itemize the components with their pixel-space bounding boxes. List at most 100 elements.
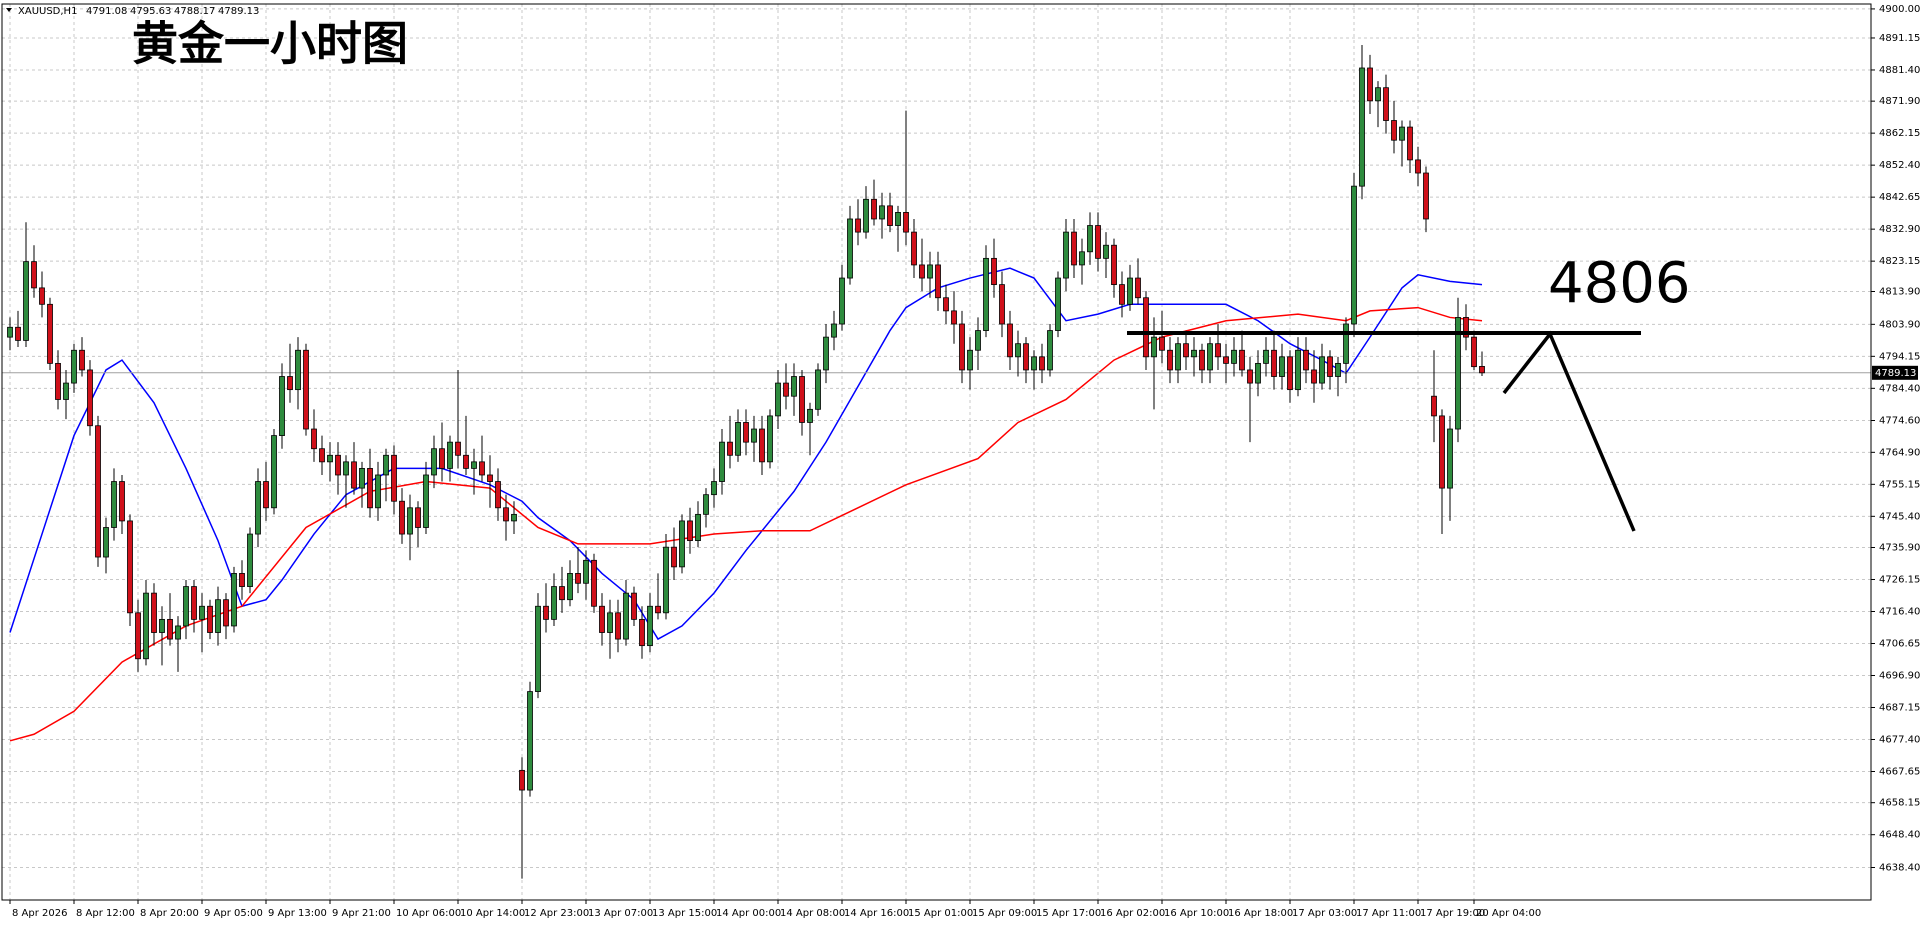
x-tick-label: 8 Apr 2026 bbox=[12, 908, 67, 919]
candle-body bbox=[1015, 343, 1021, 358]
candle-body bbox=[855, 218, 861, 233]
candle-body bbox=[1263, 349, 1269, 364]
candle-body bbox=[815, 369, 821, 410]
candle-body bbox=[991, 257, 997, 286]
y-tick-label: 4832.90 bbox=[1879, 224, 1920, 235]
y-tick-label: 4900.00 bbox=[1879, 4, 1920, 15]
candle-body bbox=[127, 520, 133, 614]
candle-body bbox=[527, 691, 533, 791]
y-tick-label: 4813.90 bbox=[1879, 287, 1920, 298]
candle-body bbox=[1319, 356, 1325, 384]
candle-body bbox=[599, 605, 605, 633]
candle-body bbox=[383, 454, 389, 476]
y-tick-label: 4638.40 bbox=[1879, 863, 1920, 874]
candle-body bbox=[335, 454, 341, 476]
candle-body bbox=[895, 212, 901, 226]
candle-body bbox=[199, 605, 205, 620]
candle-body bbox=[1407, 126, 1413, 161]
x-tick-label: 13 Apr 15:00 bbox=[652, 908, 717, 919]
y-tick-label: 4852.40 bbox=[1879, 160, 1920, 171]
y-tick-label: 4677.40 bbox=[1879, 735, 1920, 746]
candle-body bbox=[727, 441, 733, 456]
candle-body bbox=[287, 376, 293, 391]
candle-body bbox=[407, 507, 413, 535]
x-tick-label: 13 Apr 07:00 bbox=[588, 908, 653, 919]
candle-body bbox=[847, 218, 853, 279]
candle-body bbox=[367, 468, 373, 509]
x-tick-label: 10 Apr 06:00 bbox=[396, 908, 461, 919]
y-tick-label: 4667.65 bbox=[1879, 767, 1920, 778]
candle-body bbox=[1447, 428, 1453, 489]
candle-body bbox=[1247, 369, 1253, 384]
candle-body bbox=[1479, 366, 1485, 374]
x-tick-label: 15 Apr 01:00 bbox=[908, 908, 973, 919]
candle-body bbox=[1215, 343, 1221, 358]
candle-body bbox=[927, 264, 933, 279]
x-tick-label: 8 Apr 12:00 bbox=[76, 908, 135, 919]
y-tick-label: 4774.60 bbox=[1879, 415, 1920, 426]
candle-body bbox=[1271, 349, 1277, 377]
y-tick-label: 4803.90 bbox=[1879, 319, 1920, 330]
current-price-box bbox=[1872, 365, 1918, 380]
y-tick-label: 4726.15 bbox=[1879, 575, 1920, 586]
candle-body bbox=[903, 212, 909, 233]
candle-body bbox=[447, 441, 453, 469]
chart-title: 黄金一小时图 bbox=[132, 17, 408, 71]
candle-body bbox=[695, 513, 701, 542]
candle-body bbox=[111, 481, 117, 528]
candle-body bbox=[151, 592, 157, 633]
candle-body bbox=[1079, 251, 1085, 266]
candle-body bbox=[1007, 323, 1013, 358]
current-price-label: 4789.13 bbox=[1875, 368, 1916, 379]
candle-body bbox=[519, 769, 525, 791]
candle-body bbox=[535, 605, 541, 692]
candle-body bbox=[71, 349, 77, 384]
candle-body bbox=[919, 264, 925, 279]
candle-body bbox=[1183, 343, 1189, 358]
candle-body bbox=[1423, 172, 1429, 220]
candle-body bbox=[967, 349, 973, 371]
candle-body bbox=[1087, 225, 1093, 253]
candle-body bbox=[239, 573, 245, 587]
candle-body bbox=[1167, 349, 1173, 371]
candle-body bbox=[767, 415, 773, 463]
candle-body bbox=[175, 625, 181, 640]
candle-body bbox=[103, 527, 109, 558]
candle-body bbox=[911, 231, 917, 266]
candle-body bbox=[671, 546, 677, 568]
candle-body bbox=[463, 454, 469, 469]
candle-body bbox=[1151, 336, 1157, 358]
candle-body bbox=[1095, 225, 1101, 259]
y-tick-label: 4784.40 bbox=[1879, 383, 1920, 394]
candle-body bbox=[31, 261, 37, 289]
candle-body bbox=[63, 382, 69, 400]
candle-body bbox=[1047, 330, 1053, 371]
candle-body bbox=[1399, 126, 1405, 141]
x-tick-label: 12 Apr 23:00 bbox=[524, 908, 589, 919]
candle-body bbox=[167, 618, 173, 640]
candle-body bbox=[791, 376, 797, 397]
candle-body bbox=[711, 481, 717, 496]
menu-arrow[interactable] bbox=[6, 8, 12, 12]
candle-body bbox=[871, 198, 877, 220]
candle-body bbox=[439, 448, 445, 469]
open-price: 4791.08 bbox=[86, 6, 127, 17]
candle-body bbox=[607, 612, 613, 633]
candle-body bbox=[999, 284, 1005, 325]
candle-body bbox=[1303, 349, 1309, 371]
candle-body bbox=[663, 546, 669, 614]
candle-body bbox=[943, 297, 949, 312]
candle-body bbox=[1415, 159, 1421, 174]
candle-body bbox=[615, 612, 621, 640]
y-tick-label: 4735.90 bbox=[1879, 543, 1920, 554]
candle-body bbox=[1471, 336, 1477, 368]
candle-body bbox=[751, 428, 757, 443]
symbol: XAUUSD,H1 bbox=[18, 6, 77, 17]
candle-body bbox=[1391, 120, 1397, 141]
candle-body bbox=[935, 264, 941, 299]
candle-body bbox=[119, 481, 125, 522]
candle-body bbox=[863, 198, 869, 233]
candle-body bbox=[1431, 395, 1437, 417]
